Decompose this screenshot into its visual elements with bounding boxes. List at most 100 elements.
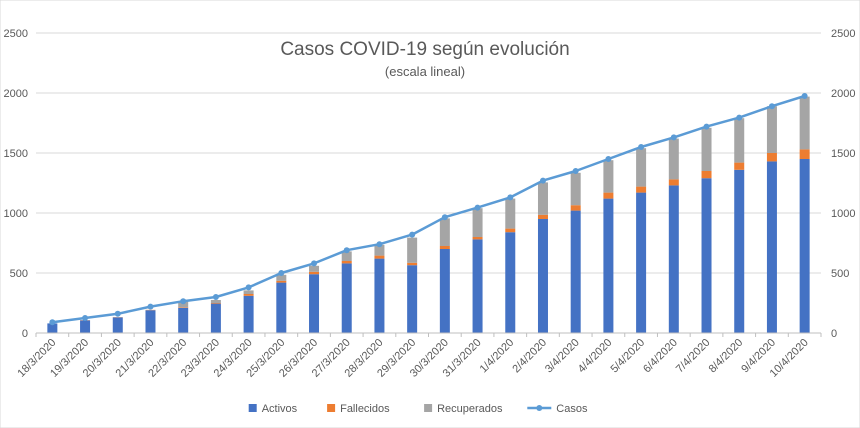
bar-activos: [178, 307, 189, 333]
gridlines: [36, 32, 821, 274]
bar-fallecidos: [439, 246, 450, 249]
bar-recuperados: [505, 198, 516, 229]
point-casos: [441, 214, 448, 221]
bar-fallecidos: [734, 162, 745, 170]
bar-recuperados: [374, 244, 385, 256]
bars: [47, 96, 810, 333]
bar-fallecidos: [603, 192, 614, 199]
bar-recuperados: [178, 301, 189, 308]
bar-activos: [472, 239, 483, 333]
bar-recuperados: [439, 218, 450, 246]
legend-label: Casos: [556, 403, 588, 415]
bar-recuperados: [472, 208, 483, 237]
bar-activos: [734, 169, 745, 333]
point-casos: [670, 134, 677, 141]
legend-marker-casos: [536, 405, 543, 411]
bar-activos: [668, 185, 679, 333]
bar-fallecidos: [276, 280, 287, 283]
point-casos: [343, 247, 350, 254]
line-casos: [52, 94, 806, 324]
y-tick-label-right: 0: [831, 328, 837, 340]
point-casos: [736, 114, 743, 121]
bar-recuperados: [636, 148, 647, 187]
bar-fallecidos: [407, 262, 418, 266]
bar-recuperados: [734, 118, 745, 163]
point-casos: [638, 144, 645, 150]
point-casos: [49, 319, 56, 326]
bar-recuperados: [537, 182, 548, 215]
legend-swatch-activos: [248, 404, 257, 412]
bar-fallecidos: [472, 237, 483, 240]
bar-fallecidos: [701, 171, 712, 179]
bar-recuperados: [603, 160, 614, 193]
point-casos: [801, 93, 808, 99]
bar-recuperados: [799, 96, 810, 150]
y-tick-label-left: 500: [10, 268, 28, 280]
bar-recuperados: [309, 265, 320, 272]
bar-activos: [112, 317, 123, 333]
point-casos: [278, 270, 285, 276]
bar-activos: [439, 249, 450, 333]
bar-activos: [47, 323, 58, 333]
bar-recuperados: [701, 127, 712, 171]
y-tick-label-left: 2000: [4, 88, 28, 100]
bar-fallecidos: [766, 153, 777, 162]
bar-fallecidos: [243, 294, 254, 296]
point-casos: [147, 303, 154, 310]
bar-activos: [701, 178, 712, 333]
bar-fallecidos: [341, 261, 352, 264]
line-series: [49, 93, 808, 326]
point-casos: [507, 194, 514, 201]
y-tick-label-left: 1500: [4, 148, 28, 160]
legend-label: Fallecidos: [340, 403, 390, 415]
point-casos: [703, 123, 710, 130]
point-casos: [180, 298, 187, 305]
bar-activos: [766, 161, 777, 333]
point-casos: [409, 231, 416, 238]
bar-fallecidos: [570, 205, 581, 211]
bar-activos: [799, 159, 810, 333]
chart-subtitle: (escala lineal): [385, 64, 465, 79]
bar-activos: [341, 263, 352, 333]
y-tick-label-left: 2500: [4, 28, 28, 40]
bar-activos: [570, 210, 581, 333]
point-casos: [245, 284, 252, 291]
bar-activos: [145, 310, 156, 333]
legend-label: Recuperados: [437, 403, 503, 415]
point-casos: [376, 241, 383, 248]
bar-recuperados: [210, 300, 221, 303]
chart-title: Casos COVID-19 según evolución: [280, 39, 569, 60]
bar-activos: [636, 192, 647, 333]
bar-activos: [276, 282, 287, 333]
point-casos: [114, 310, 121, 317]
point-casos: [572, 168, 579, 174]
bar-recuperados: [276, 274, 287, 281]
y-tick-label-right: 2500: [831, 28, 855, 40]
y-tick-label-left: 1000: [4, 208, 28, 220]
bar-recuperados: [668, 138, 679, 180]
bar-activos: [407, 265, 418, 333]
y-tick-label-left: 0: [22, 328, 28, 340]
bar-activos: [243, 295, 254, 333]
bar-recuperados: [570, 172, 581, 206]
bar-fallecidos: [505, 228, 516, 233]
y-tick-label-right: 500: [831, 268, 849, 280]
bar-fallecidos: [537, 214, 548, 219]
point-casos: [605, 156, 612, 162]
bar-activos: [603, 198, 614, 333]
bar-recuperados: [407, 237, 418, 263]
y-tick-label-right: 1000: [831, 208, 855, 220]
point-casos: [311, 260, 318, 267]
bar-recuperados: [243, 290, 254, 294]
bar-fallecidos: [178, 307, 189, 308]
bar-activos: [374, 258, 385, 333]
bar-recuperados: [766, 106, 777, 153]
bar-activos: [505, 232, 516, 333]
legend: Activos Fallecidos Recuperados Casos: [248, 403, 588, 415]
point-casos: [212, 294, 219, 300]
bar-fallecidos: [374, 255, 385, 259]
y-tick-label-right: 2000: [831, 88, 855, 100]
